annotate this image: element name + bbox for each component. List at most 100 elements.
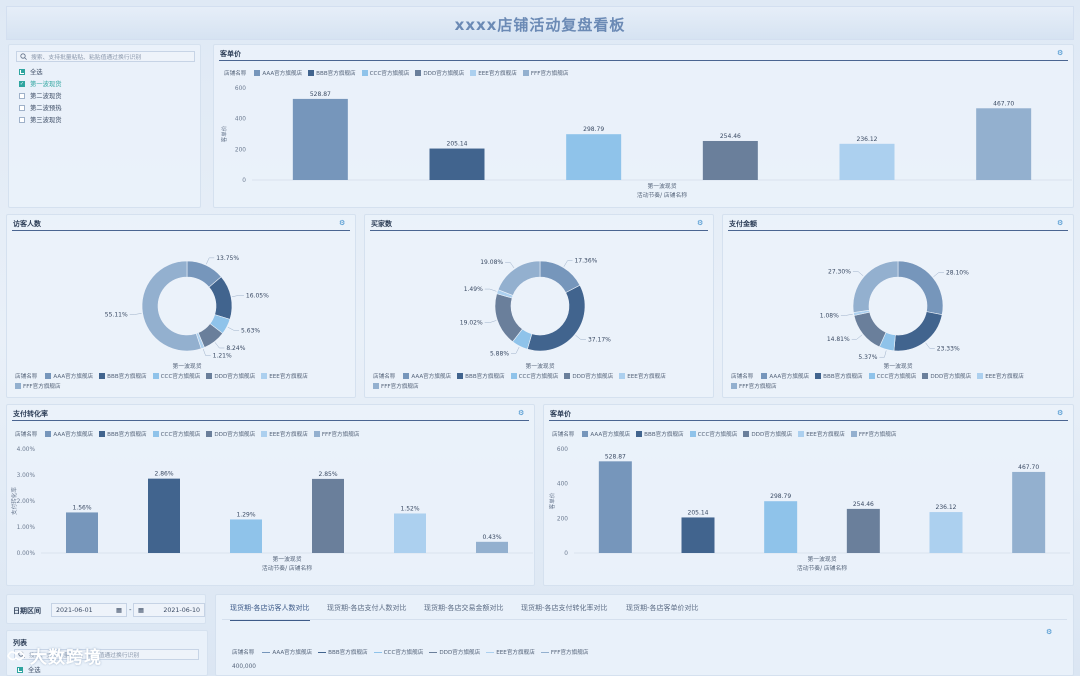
legend-item[interactable]: EEE官方旗舰店 [977,372,1024,380]
tab-3[interactable]: 现货期-各店交易金额对比 [424,604,504,612]
chart-settings-icon[interactable]: ⚙ [1057,219,1064,227]
legend-item[interactable]: BBB官方旗舰店 [457,372,505,380]
leader-line [840,313,853,316]
legend-item[interactable]: DDD官方旗舰店 [564,372,613,380]
tab-5[interactable]: 现货期-各店客单价对比 [626,604,699,612]
list-option-select-all[interactable]: 全选 [17,665,41,674]
legend-item[interactable]: EEE官方旗舰店 [261,372,308,380]
legend-label: AAA官方旗舰店 [769,374,810,380]
legend-item[interactable]: CCC官方旗舰店 [152,430,200,438]
end-date-input[interactable]: ▦ 2021-06-10 [133,603,205,617]
donut-slice [539,260,581,294]
filter-option[interactable]: 第二波预热 [19,103,61,112]
legend-swatch [373,383,379,389]
chart-settings-icon[interactable]: ⚙ [1046,628,1053,636]
legend-item[interactable]: FFF官方旗舰店 [373,382,419,390]
leader-line [563,260,573,267]
checkbox[interactable] [19,92,25,99]
bar [476,541,508,553]
legend-item[interactable]: AAA官方旗舰店 [45,430,93,438]
filter-option[interactable]: 全选 [19,67,43,76]
legend-item[interactable]: BBB官方旗舰店 [318,648,368,656]
legend-item[interactable]: AAA官方旗舰店 [262,648,312,656]
filter-search-input[interactable]: 搜索、支持批量粘贴、粘贴值通过换行识别 [16,51,195,62]
watermark: 大数跨境 [6,643,102,668]
legend-item[interactable]: BBB官方旗舰店 [815,372,863,380]
data-label: 298.79 [770,493,791,500]
legend-item[interactable]: BBB官方旗舰店 [636,430,684,438]
donut-slice [893,311,943,352]
tab-4[interactable]: 现货期-各店支付转化率对比 [521,604,608,612]
legend-label: AAA官方旗舰店 [590,432,631,438]
legend-item[interactable]: BBB官方旗舰店 [308,69,356,77]
legend-item[interactable]: DDD官方旗舰店 [415,69,464,77]
donut-slice [497,260,541,296]
legend-item[interactable]: DDD官方旗舰店 [206,430,255,438]
x-category-label: 第一波现货 [273,555,302,563]
legend-item[interactable]: AAA官方旗舰店 [761,372,809,380]
tab-1[interactable]: 现货期-各店访客人数对比 [230,603,310,621]
checkbox[interactable]: ✓ [19,80,25,87]
legend-item[interactable]: CCC官方旗舰店 [373,648,423,656]
legend-item[interactable]: DDD官方旗舰店 [206,372,255,380]
legend-label: BBB官方旗舰店 [328,650,368,656]
legend-item[interactable]: FFF官方旗舰店 [731,382,777,390]
legend-item[interactable]: AAA官方旗舰店 [403,372,451,380]
checkbox[interactable] [19,116,25,123]
legend-label: AAA官方旗舰店 [262,71,303,77]
legend-label: FFF官方旗舰店 [550,650,589,656]
filter-option[interactable]: ✓ 第一波现货 [19,79,61,88]
filter-option[interactable]: 第三波现货 [19,115,61,124]
checkbox[interactable] [19,68,25,75]
legend-item[interactable]: DDD官方旗舰店 [429,648,480,656]
chart-settings-icon[interactable]: ⚙ [339,219,346,227]
filter-option[interactable]: 第二波现货 [19,91,61,100]
legend-item[interactable]: FFF官方旗舰店 [313,430,359,438]
start-date-input[interactable]: 2021-06-01 ▦ [51,603,127,617]
checkbox[interactable] [17,666,23,673]
slice-label: 5.88% [490,350,509,357]
legend-item[interactable]: CCC官方旗舰店 [152,372,200,380]
legend-label: EEE官方旗舰店 [806,432,845,438]
legend-item[interactable]: AAA官方旗舰店 [582,430,630,438]
legend-item[interactable]: CCC官方旗舰店 [868,372,916,380]
legend-item[interactable]: DDD官方旗舰店 [743,430,792,438]
y-tick-label: 400 [235,117,246,123]
legend-item[interactable]: FFF官方旗舰店 [850,430,896,438]
chart-settings-icon[interactable]: ⚙ [697,219,704,227]
legend-item[interactable]: AAA官方旗舰店 [254,69,302,77]
chart-settings-icon[interactable]: ⚙ [1057,409,1064,417]
slice-label: 19.08% [480,259,503,266]
chart-settings-icon[interactable]: ⚙ [1057,49,1064,57]
bar [66,512,98,553]
legend-item[interactable]: EEE官方旗舰店 [798,430,845,438]
legend-item[interactable]: BBB官方旗舰店 [99,430,147,438]
legend-swatch [361,70,368,76]
donut-slice [494,293,523,343]
legend-item[interactable]: FFF官方旗舰店 [522,69,568,77]
legend-item[interactable]: EEE官方旗舰店 [619,372,666,380]
tab-divider [222,619,1067,620]
legend-item[interactable]: FFF官方旗舰店 [15,382,61,390]
legend-swatch [619,373,626,379]
legend-swatch [868,373,875,379]
title-divider [728,230,1068,231]
data-label: 467.70 [1018,464,1039,471]
legend-item[interactable]: CCC官方旗舰店 [361,69,409,77]
legend-item[interactable]: EEE官方旗舰店 [486,648,535,656]
legend-item[interactable]: FFF官方旗舰店 [540,648,589,656]
checkbox[interactable] [19,104,25,111]
legend-label: FFF官方旗舰店 [739,384,777,390]
tab-2[interactable]: 现货期-各店支付人数对比 [327,604,407,612]
legend-item[interactable]: DDD官方旗舰店 [922,372,971,380]
legend-label: DDD官方旗舰店 [214,432,256,438]
legend-item[interactable]: EEE官方旗舰店 [261,430,308,438]
slice-label: 8.24% [226,345,245,352]
bar [846,508,880,553]
legend-item[interactable]: CCC官方旗舰店 [510,372,558,380]
chart-settings-icon[interactable]: ⚙ [518,409,525,417]
legend-item[interactable]: EEE官方旗舰店 [470,69,517,77]
legend-item[interactable]: BBB官方旗舰店 [99,372,147,380]
legend-item[interactable]: CCC官方旗舰店 [689,430,737,438]
legend-item[interactable]: AAA官方旗舰店 [45,372,93,380]
